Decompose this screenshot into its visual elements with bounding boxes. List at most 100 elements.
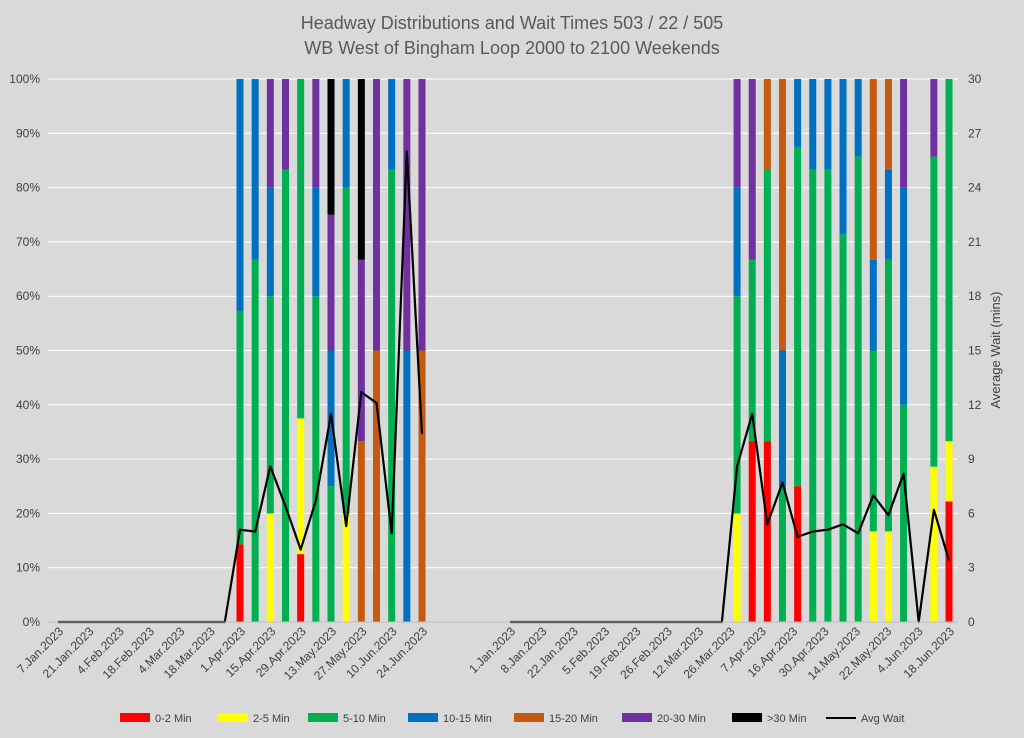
- bar-segment: [930, 466, 938, 622]
- bar-segment: [748, 441, 756, 622]
- bar-segment: [357, 79, 365, 260]
- y-right-tick-label: 24: [968, 181, 982, 195]
- y-left-tick-label: 10%: [16, 561, 40, 575]
- bar-segment: [824, 79, 832, 170]
- bar-segment: [327, 79, 335, 215]
- bar-segment: [357, 441, 365, 622]
- bar-segment: [297, 79, 305, 419]
- bar-segment: [763, 79, 771, 170]
- bar-segment: [778, 350, 786, 487]
- bar-segment: [794, 146, 802, 487]
- bar-segment: [266, 79, 274, 188]
- bar-segment: [327, 214, 335, 351]
- bar-segment: [342, 187, 350, 514]
- gridlines: [48, 78, 958, 569]
- y-right-tick-label: 15: [968, 344, 982, 358]
- bar-segment: [945, 501, 953, 622]
- y-left-tick-label: 60%: [16, 289, 40, 303]
- y-left-tick-label: 70%: [16, 235, 40, 249]
- legend-swatch: [218, 713, 248, 722]
- y-right-tick-label: 27: [968, 126, 982, 140]
- bars: [236, 79, 953, 623]
- y-left-tick-label: 30%: [16, 452, 40, 466]
- bar-segment: [251, 79, 259, 260]
- bar-segment: [839, 234, 847, 622]
- bar-segment: [733, 513, 741, 622]
- bar-segment: [373, 79, 380, 351]
- bar-segment: [266, 187, 274, 297]
- bar-segment: [357, 259, 365, 442]
- avg-wait-line: [510, 412, 951, 624]
- bar-segment: [854, 156, 862, 623]
- bar-segment: [854, 79, 862, 157]
- right-axis-title: Average Wait (mins): [988, 291, 1003, 408]
- bar-segment: [388, 169, 396, 622]
- legend-label: 2-5 Min: [253, 713, 290, 725]
- bar-segment: [342, 79, 350, 188]
- legend-label: 5-10 Min: [343, 713, 386, 725]
- legend-swatch: [120, 713, 150, 722]
- legend-label: Avg Wait: [861, 713, 904, 725]
- bar-segment: [282, 169, 289, 622]
- bar-segment: [236, 311, 244, 545]
- y-right-tick-label: 0: [968, 615, 975, 629]
- bar-segment: [763, 169, 771, 442]
- bar-segment: [312, 296, 320, 622]
- chart-title-line-2: WB West of Bingham Loop 2000 to 2100 Wee…: [304, 38, 720, 58]
- legend-label: >30 Min: [767, 713, 806, 725]
- legend-swatch: [622, 713, 652, 722]
- bar-segment: [418, 350, 426, 622]
- bar-segment: [869, 350, 877, 532]
- bar-segment: [733, 79, 741, 188]
- bar-segment: [312, 79, 320, 188]
- bar-segment: [869, 259, 877, 351]
- bar-segment: [900, 79, 908, 188]
- legend-swatch: [732, 713, 762, 722]
- bar-segment: [297, 418, 305, 555]
- legend-swatch: [408, 713, 438, 722]
- y-right-tick-label: 18: [968, 289, 982, 303]
- bar-segment: [884, 259, 892, 532]
- bar-segment: [794, 486, 802, 622]
- bar-segment: [282, 79, 289, 170]
- bar-segment: [945, 79, 953, 442]
- bar-segment: [809, 169, 817, 622]
- bar-segment: [748, 79, 756, 260]
- bar-segment: [809, 79, 817, 170]
- bar-segment: [748, 259, 756, 442]
- bar-segment: [778, 486, 786, 622]
- bar-segment: [418, 79, 426, 351]
- bar-segment: [236, 544, 244, 622]
- legend-label: 0-2 Min: [155, 713, 192, 725]
- bar-segment: [839, 79, 847, 235]
- bar-segment: [342, 513, 350, 622]
- bar-segment: [778, 79, 786, 351]
- bar-segment: [824, 169, 832, 622]
- bar-segment: [266, 296, 274, 514]
- y-left-tick-label: 90%: [16, 126, 40, 140]
- bar-segment: [327, 486, 335, 622]
- y-left-tick-label: 20%: [16, 506, 40, 520]
- bar-segment: [884, 169, 892, 260]
- bar-segment: [884, 79, 892, 170]
- bar-segment: [251, 259, 259, 622]
- bar-segment: [297, 554, 305, 622]
- axes: 0% 10% 20% 30% 40% 50% 60% 70% 80% 90% 100% 0 3 6 9 12 1…: [9, 72, 981, 683]
- bar-segment: [900, 187, 908, 405]
- bar-segment: [388, 79, 396, 170]
- chart-title-line-1: Headway Distributions and Wait Times 503…: [301, 13, 724, 33]
- bar-segment: [403, 79, 411, 351]
- y-right-tick-label: 3: [968, 561, 975, 575]
- bar-segment: [763, 441, 771, 622]
- bar-segment: [236, 79, 244, 312]
- y-left-tick-label: 100%: [9, 72, 40, 86]
- legend-swatch: [308, 713, 338, 722]
- bar-segment: [869, 79, 877, 260]
- bar-segment: [794, 79, 802, 147]
- bar-segment: [930, 156, 938, 467]
- y-left-tick-label: 40%: [16, 398, 40, 412]
- y-right-tick-label: 30: [968, 72, 982, 86]
- y-right-tick-label: 6: [968, 506, 975, 520]
- bar-segment: [930, 79, 938, 157]
